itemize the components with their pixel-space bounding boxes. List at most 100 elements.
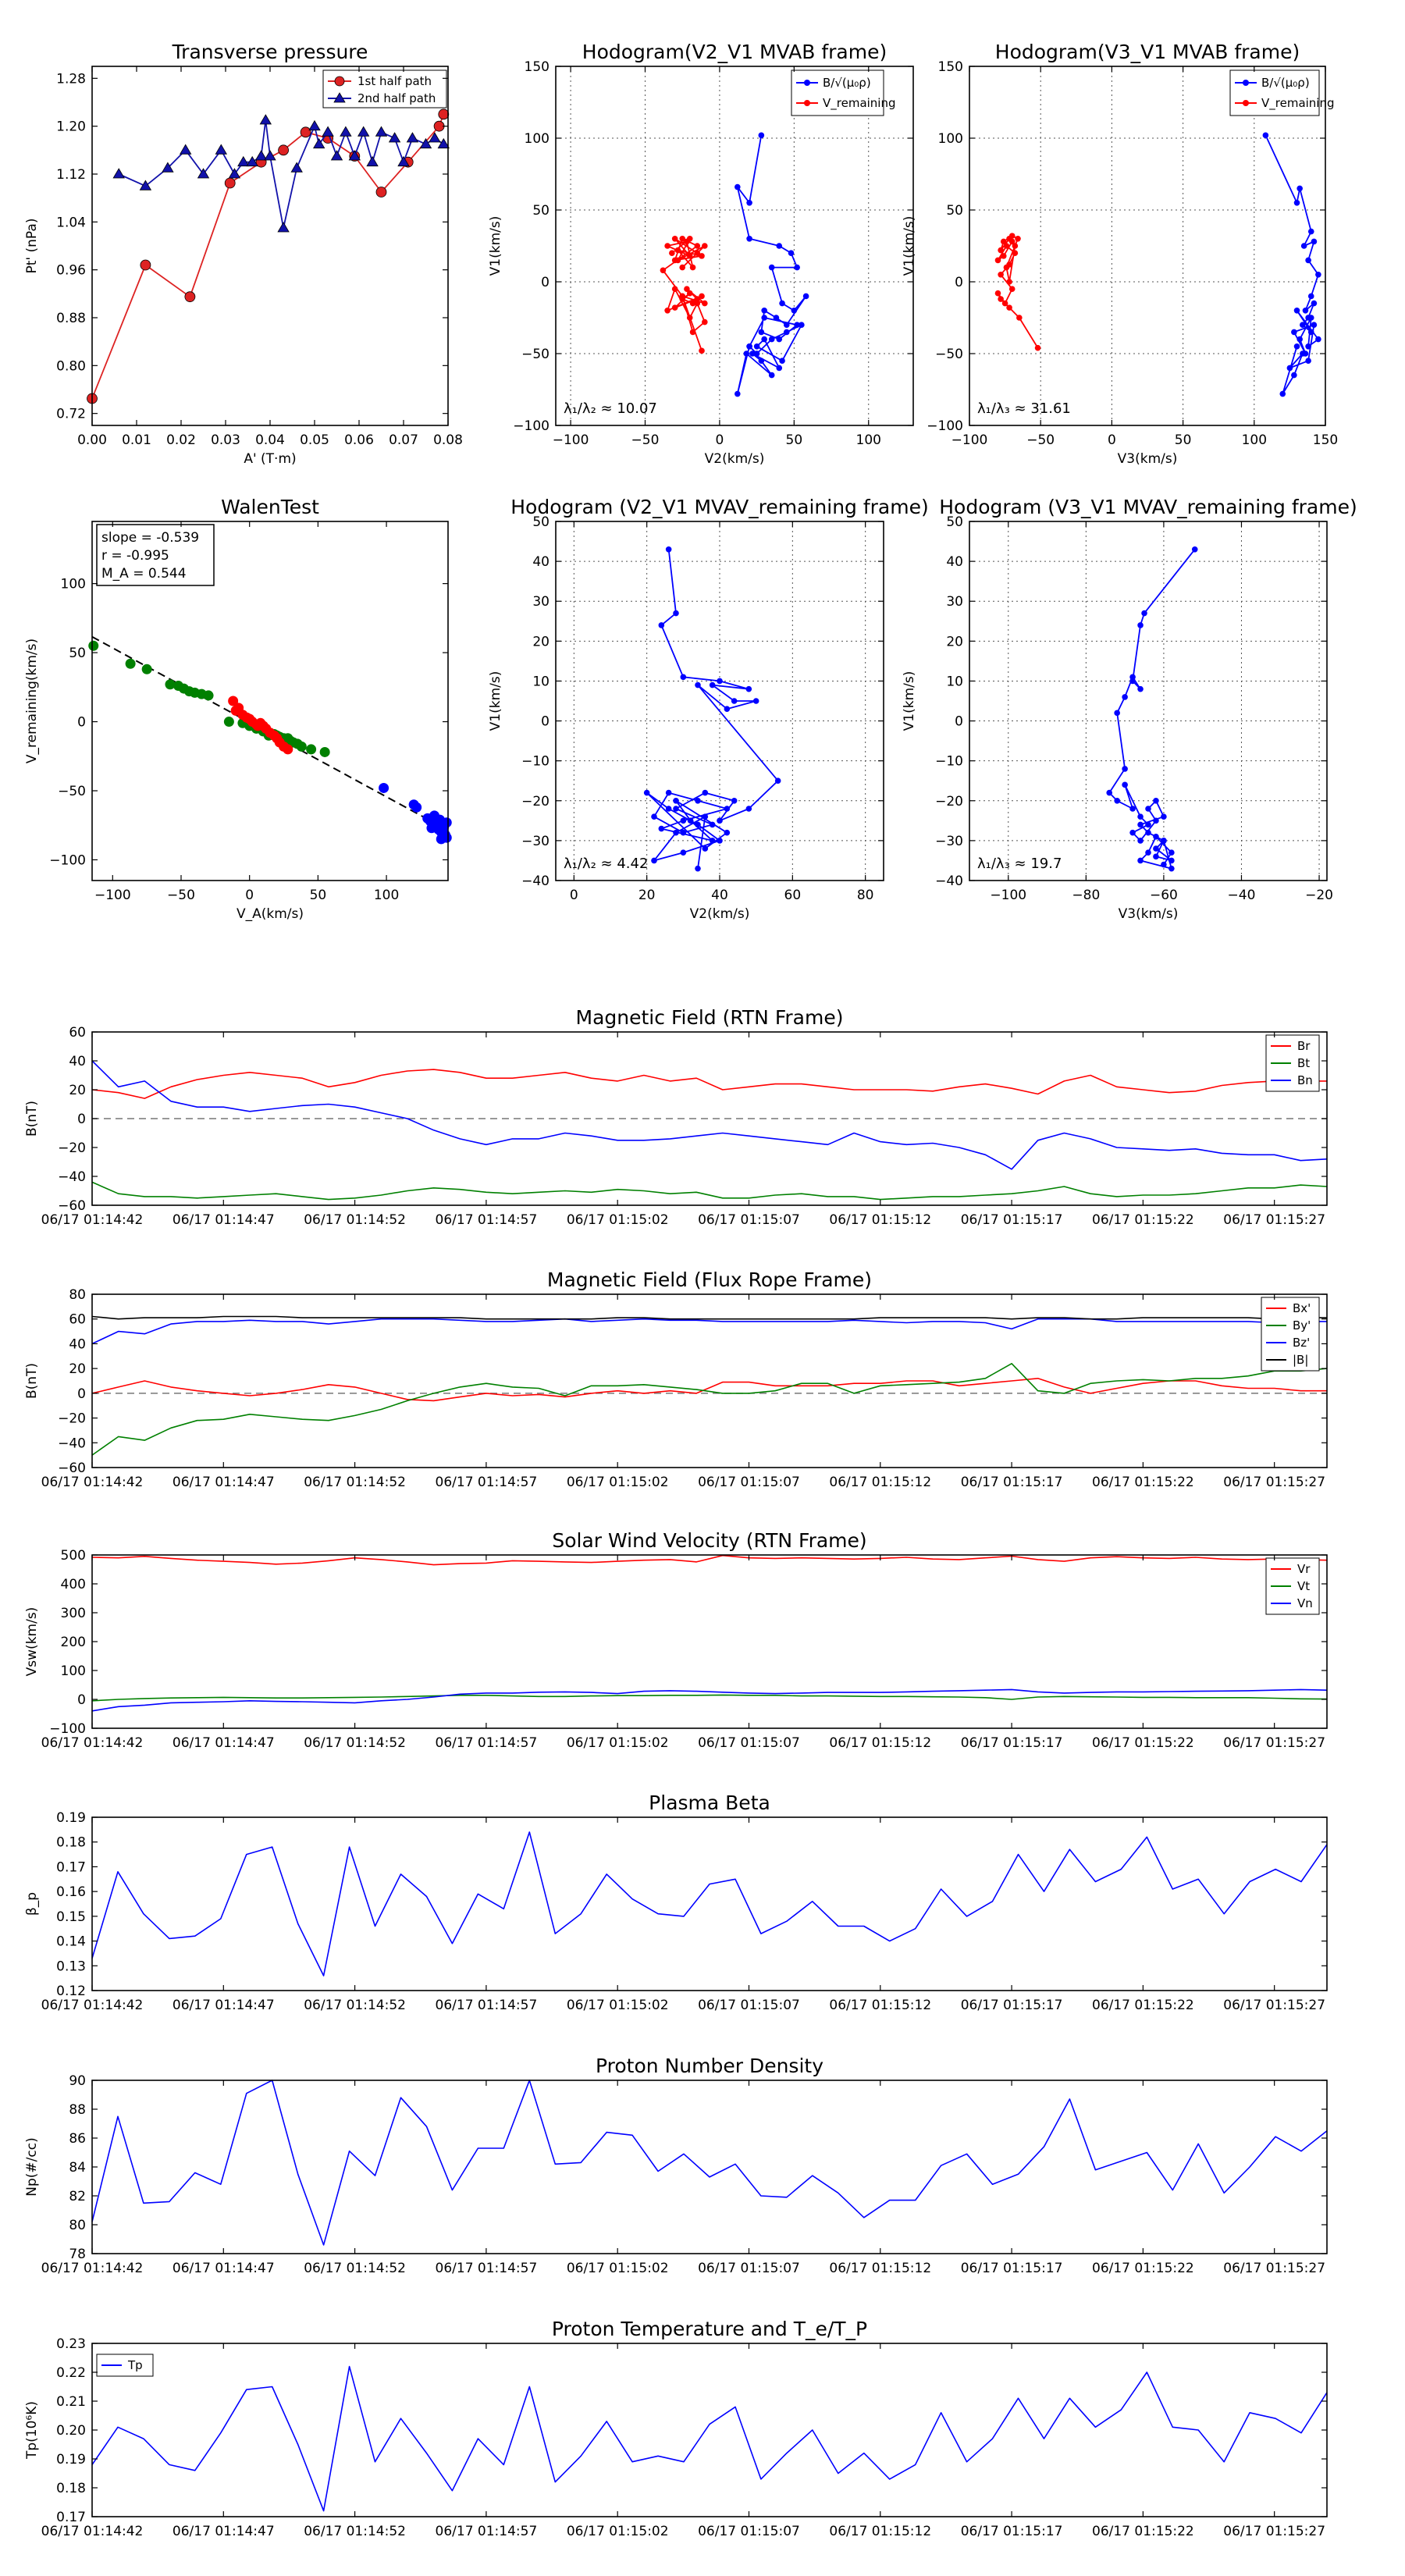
x-tick-label: 0 <box>245 888 254 903</box>
data-point <box>686 290 693 297</box>
x-tick-label: 06/17 01:14:57 <box>436 1212 538 1228</box>
x-tick-label: 06/17 01:15:22 <box>1092 2524 1194 2539</box>
series-line-bx <box>91 1378 1327 1402</box>
data-point <box>228 168 241 179</box>
x-tick-label: 06/17 01:14:52 <box>304 1475 406 1490</box>
x-tick-label: 06/17 01:15:22 <box>1092 1212 1194 1228</box>
data-point <box>426 823 437 834</box>
legend-label: Tp <box>127 2358 143 2372</box>
data-point <box>322 126 334 137</box>
x-tick-label: 0.08 <box>433 432 463 448</box>
legend: 1st half path 2nd half path <box>322 69 447 109</box>
x-tick-label: 0.04 <box>255 432 285 448</box>
data-point <box>1297 336 1303 343</box>
data-point <box>673 610 679 617</box>
y-tick-label: −50 <box>521 347 550 362</box>
data-point <box>745 806 752 812</box>
y-tick-label: 30 <box>532 594 550 610</box>
plot-frame <box>91 521 449 881</box>
data-point <box>1137 813 1144 820</box>
y-tick-label: 0.20 <box>56 2423 86 2439</box>
legend-label: V_remaining <box>1261 96 1335 111</box>
x-tick-label: −20 <box>1305 888 1333 903</box>
x-tick-label: 06/17 01:15:07 <box>698 1735 800 1751</box>
data-point <box>330 150 343 161</box>
data-point <box>439 831 450 841</box>
data-point <box>680 829 687 836</box>
data-point <box>224 177 236 189</box>
data-point <box>1012 250 1019 257</box>
series-line-np <box>91 2080 1328 2246</box>
x-tick-label: 06/17 01:15:27 <box>1223 1735 1325 1751</box>
plot-frame <box>91 1293 1328 1468</box>
data-point <box>1000 253 1007 259</box>
y-tick-label: −20 <box>58 1140 86 1156</box>
x-tick-label: 06/17 01:14:52 <box>304 1212 406 1228</box>
x-tick-label: −50 <box>631 432 660 448</box>
y-tick-label: 0.17 <box>56 2510 86 2525</box>
x-tick-label: 06/17 01:15:02 <box>567 1475 669 1490</box>
data-point <box>230 705 241 716</box>
x-tick-label: 0.03 <box>211 432 240 448</box>
x-tick-label: 06/17 01:14:52 <box>304 1735 406 1751</box>
data-point <box>779 300 785 307</box>
data-point <box>1122 766 1128 772</box>
data-point <box>1279 390 1286 397</box>
y-tick-label: 0.80 <box>56 358 86 374</box>
x-tick-label: 06/17 01:14:42 <box>41 1735 144 1751</box>
y-axis-label: V1(km/s) <box>902 671 917 731</box>
legend-label: Br <box>1297 1039 1311 1053</box>
y-tick-label: −50 <box>58 784 86 799</box>
data-point <box>699 253 705 259</box>
legend: Br Bt Bn <box>1265 1034 1320 1092</box>
data-point <box>1291 372 1297 379</box>
x-tick-label: 100 <box>1242 432 1267 448</box>
data-point <box>1016 315 1023 321</box>
transverse-pressure-chart: Transverse pressure A' (T·m) Pt' (nPa) 1… <box>24 41 463 467</box>
y-tick-label: 0.18 <box>56 2481 86 2496</box>
data-point <box>753 350 760 357</box>
hodogram-v3-v1-mvav-chart: Hodogram (V3_V1 MVAV_remaining frame) V3… <box>902 496 1357 922</box>
data-point <box>998 272 1004 278</box>
series-line-bn <box>91 1060 1328 1170</box>
data-point <box>1291 329 1297 336</box>
y-tick-label: 200 <box>61 1635 86 1650</box>
data-point <box>761 315 767 321</box>
data-point <box>774 777 781 785</box>
x-tick-label: 06/17 01:15:22 <box>1092 1998 1194 2013</box>
y-tick-label: 90 <box>69 2073 86 2089</box>
data-point <box>684 238 690 245</box>
data-point <box>252 720 263 731</box>
x-tick-label: 0.07 <box>389 432 418 448</box>
data-point <box>1311 238 1318 245</box>
data-point <box>998 296 1004 302</box>
x-axis-label: A' (T·m) <box>244 451 296 467</box>
x-tick-label: −50 <box>1026 432 1055 448</box>
y-tick-label: −30 <box>935 834 963 849</box>
x-tick-label: 06/17 01:14:47 <box>173 1475 275 1490</box>
x-tick-label: 06/17 01:14:47 <box>173 2524 275 2539</box>
x-tick-label: 06/17 01:15:12 <box>829 1735 931 1751</box>
series-line-vt <box>91 1694 1328 1702</box>
chart-title: Hodogram(V3_V1 MVAB frame) <box>995 41 1300 63</box>
hodogram-v2-v1-mvav-chart: Hodogram (V2_V1 MVAV_remaining frame) V2… <box>488 496 929 922</box>
data-point <box>1168 865 1175 872</box>
data-point <box>689 300 696 307</box>
data-point <box>1034 344 1041 351</box>
legend-label: |B| <box>1293 1353 1308 1367</box>
data-point <box>1006 304 1012 311</box>
data-point <box>679 293 686 300</box>
y-tick-label: −40 <box>521 873 550 889</box>
data-point <box>689 264 696 271</box>
magnetic-field-rtn-chart: Magnetic Field (RTN Frame) B(nT) Br Bt B… <box>24 1006 1328 1228</box>
x-tick-label: 06/17 01:15:07 <box>698 2261 800 2276</box>
y-tick-label: −40 <box>58 1169 86 1185</box>
x-tick-label: 50 <box>786 432 803 448</box>
x-tick-label: −40 <box>1228 888 1256 903</box>
y-axis-label: Tp(10⁶K) <box>24 2401 40 2460</box>
y-tick-label: 30 <box>946 594 963 610</box>
y-tick-label: 88 <box>69 2102 86 2118</box>
x-tick-label: 06/17 01:14:47 <box>173 1735 275 1751</box>
data-point <box>660 267 667 274</box>
data-point <box>779 358 785 365</box>
